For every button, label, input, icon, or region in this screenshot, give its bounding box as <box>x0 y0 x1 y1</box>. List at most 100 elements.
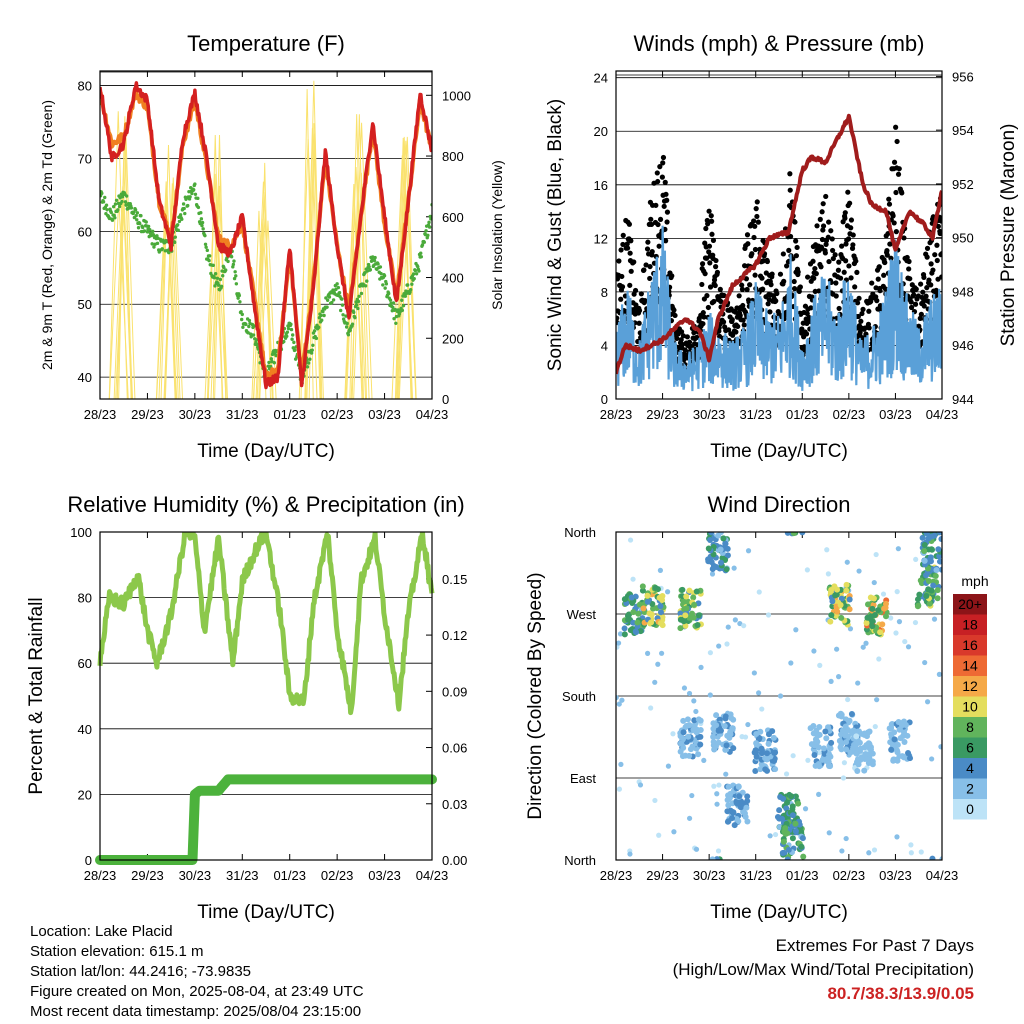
gust-point <box>739 282 745 288</box>
direction-point <box>724 641 730 647</box>
direction-point <box>745 721 751 728</box>
direction-point <box>723 566 730 573</box>
direction-point <box>695 751 702 758</box>
direction-point <box>890 756 897 763</box>
gust-point <box>781 278 787 284</box>
x-tick-label: 29/23 <box>131 868 164 883</box>
gust-point <box>891 220 897 226</box>
plot-frame <box>99 70 433 400</box>
direction-point <box>908 842 914 848</box>
panel-4: Wind Direction Time (Day/UTC) 28/23 29/23 30… <box>525 492 958 923</box>
direction-point <box>639 587 646 594</box>
direction-point <box>936 558 942 565</box>
gust-point <box>901 235 907 241</box>
y-tick-label: 80 <box>78 79 92 94</box>
direction-point <box>732 617 738 623</box>
gust-point <box>866 325 872 331</box>
x-tick-label: 02/23 <box>833 407 866 422</box>
gust-point <box>706 243 713 249</box>
y-tick-label: 50 <box>78 297 92 312</box>
x-tick-label: 04/23 <box>416 407 449 422</box>
direction-point <box>710 562 717 569</box>
y-tick-label: 60 <box>78 224 92 239</box>
extremes-subtitle: (High/Low/Max Wind/Total Precipitation) <box>672 960 974 979</box>
dewpoint-point <box>100 191 104 196</box>
gust-point <box>893 124 899 130</box>
dewpoint-point <box>144 220 148 224</box>
gust-point <box>745 241 751 247</box>
direction-point <box>664 589 671 595</box>
legend-swatch <box>953 635 987 656</box>
direction-point <box>741 623 747 629</box>
dewpoint-point <box>151 233 156 237</box>
direction-point <box>802 806 809 812</box>
direction-point <box>617 631 624 637</box>
dewpoint-point <box>221 274 225 278</box>
dewpoint-point <box>247 324 251 329</box>
direction-point <box>616 644 620 650</box>
dewpoint-point <box>311 343 315 347</box>
gust-point <box>628 238 634 244</box>
gust-point <box>628 268 634 274</box>
direction-point <box>905 644 912 650</box>
dewpoint-point <box>213 272 218 276</box>
gust-point <box>620 232 626 238</box>
dewpoint-point <box>201 227 205 231</box>
dewpoint-point <box>142 229 147 233</box>
direction-point <box>724 552 731 559</box>
direction-point <box>936 553 942 560</box>
gust-point <box>700 321 706 327</box>
direction-point <box>684 716 691 723</box>
direction-point <box>721 722 728 729</box>
solar-series <box>305 80 323 399</box>
legend-label: 8 <box>966 719 974 735</box>
panel-title: Winds (mph) & Pressure (mb) <box>634 31 925 56</box>
gust-point <box>847 200 853 206</box>
direction-point <box>693 708 699 715</box>
direction-point <box>847 749 854 756</box>
latlon-text: Station lat/lon: 44.2416; -73.9835 <box>30 963 252 980</box>
gust-point <box>852 284 858 290</box>
direction-point <box>771 750 778 757</box>
dewpoint-point <box>151 229 155 234</box>
dewpoint-point <box>340 303 345 307</box>
gust-point <box>882 259 888 266</box>
dewpoint-point <box>181 202 186 206</box>
direction-point <box>921 548 928 555</box>
dewpoint-point <box>229 254 234 259</box>
direction-point <box>725 624 731 630</box>
dewpoint-point <box>379 271 383 276</box>
dewpoint-point <box>232 276 237 281</box>
dewpoint-point <box>340 297 344 301</box>
gust-point <box>926 277 932 283</box>
gust-point <box>858 318 864 324</box>
direction-point <box>707 536 714 543</box>
dewpoint-point <box>236 296 240 300</box>
direction-point <box>929 855 936 860</box>
direction-point <box>621 596 628 603</box>
direction-point <box>834 586 841 593</box>
direction-point <box>934 587 941 594</box>
direction-point <box>716 782 722 788</box>
gust-point <box>853 258 859 264</box>
dewpoint-point <box>422 240 426 244</box>
direction-point <box>861 767 868 774</box>
gust-point <box>820 201 826 207</box>
direction-point <box>657 609 664 616</box>
dewpoint-point <box>365 279 369 283</box>
gust-point <box>906 266 912 272</box>
extremes-title: Extremes For Past 7 Days <box>775 936 974 955</box>
dewpoint-point <box>356 299 361 304</box>
direction-point <box>928 587 935 594</box>
dewpoint-point <box>353 315 357 320</box>
gust-point <box>850 232 856 238</box>
x-tick-label: 29/23 <box>646 407 679 422</box>
x-tick-label: 29/23 <box>646 868 679 883</box>
direction-point <box>762 766 769 773</box>
gust-point <box>890 213 896 219</box>
y-right-tick-label: 0 <box>442 392 449 407</box>
legend-swatch <box>953 594 987 615</box>
y-right-tick-label: 200 <box>442 331 464 346</box>
direction-point <box>683 605 690 612</box>
rh-series <box>97 532 435 716</box>
